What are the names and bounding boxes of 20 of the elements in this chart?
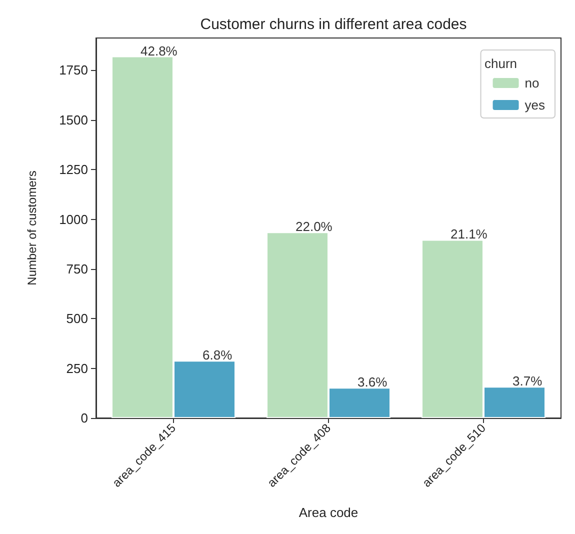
annotation: 3.6% (358, 374, 388, 390)
annotation: 6.8% (202, 348, 233, 363)
annotation: 3.7% (512, 374, 543, 389)
x-axis-title: Area code (298, 505, 358, 520)
annotation: 42.8% (140, 43, 178, 58)
y-tick-label: 0 (80, 410, 88, 426)
y-tick-label: 1500 (59, 112, 88, 128)
y-axis-title: Number of customers (25, 170, 39, 286)
chart-title: Customer churns in different area codes (200, 16, 467, 33)
y-tick-label: 1250 (59, 162, 88, 178)
legend-label: no (524, 76, 540, 90)
annotation: 21.1% (450, 226, 488, 242)
legend-title: churn (484, 56, 518, 71)
y-tick-label: 1000 (59, 212, 88, 227)
legend-label: yes (524, 98, 546, 112)
y-tick-label: 250 (66, 360, 88, 376)
annotation: 22.0% (296, 219, 333, 234)
y-tick-label: 750 (66, 261, 88, 276)
y-tick-label: 1750 (59, 62, 88, 78)
y-tick-label: 500 (66, 311, 88, 326)
